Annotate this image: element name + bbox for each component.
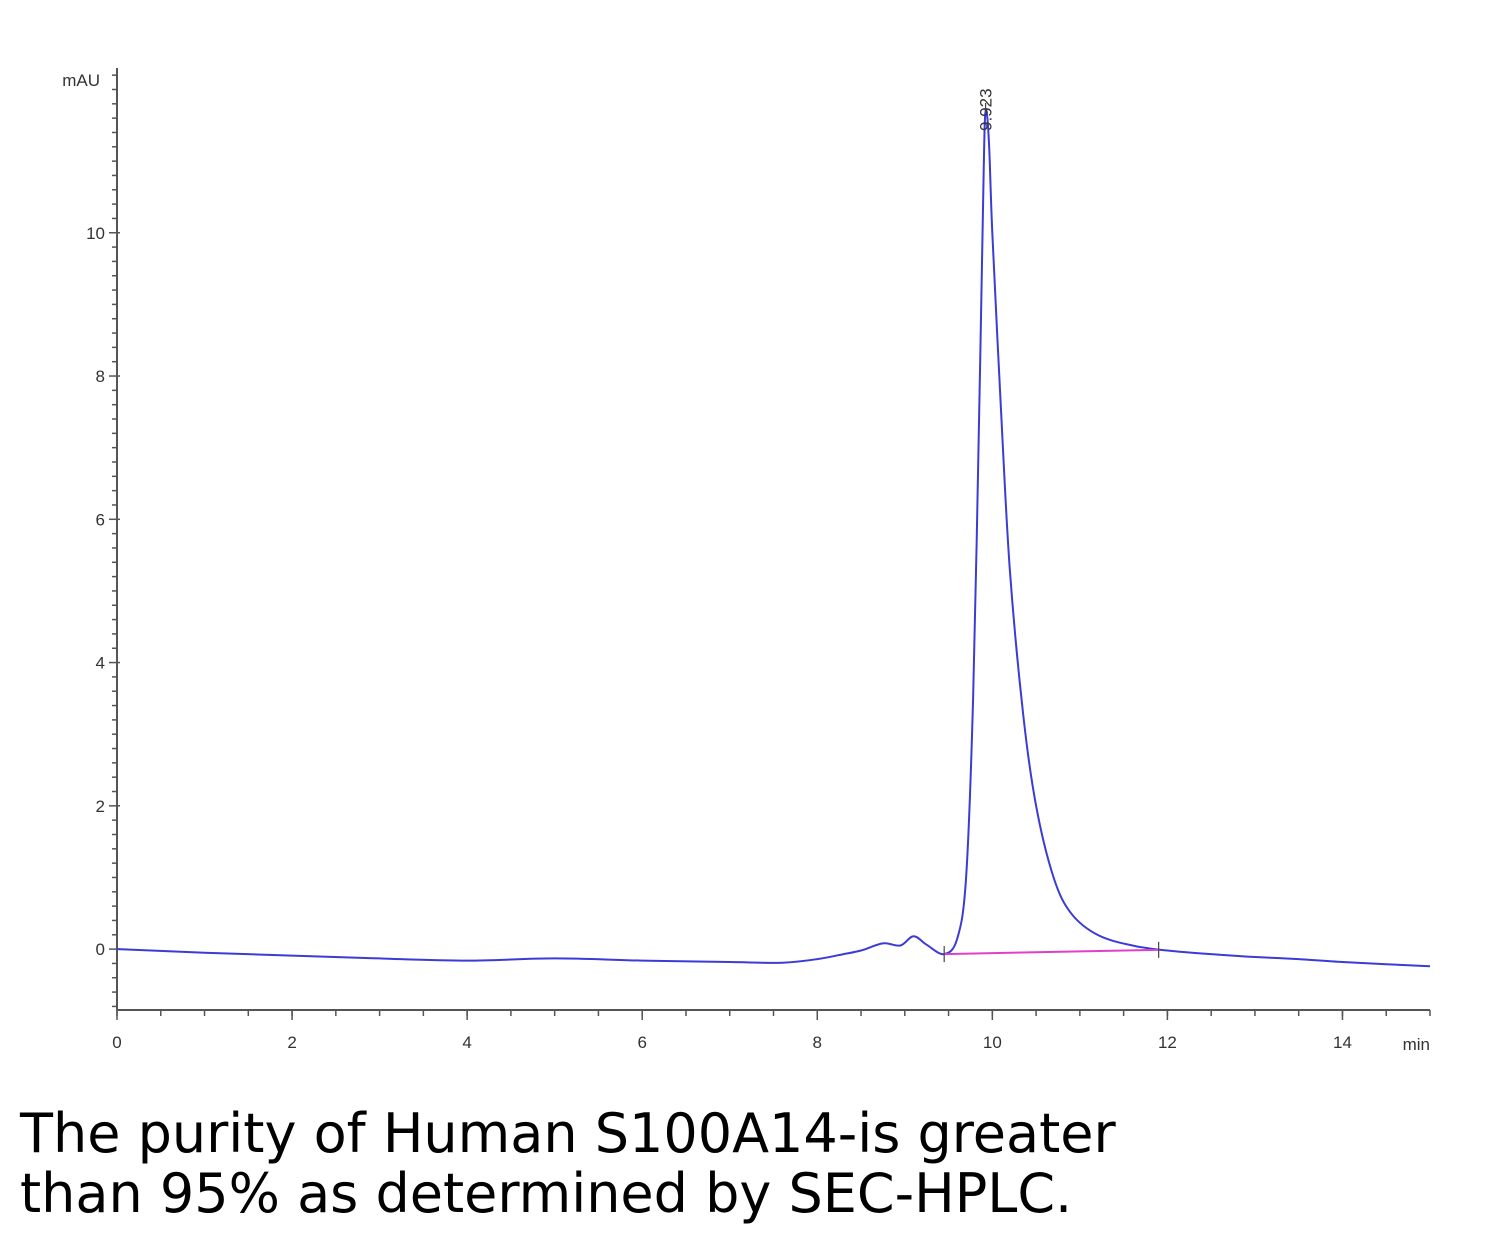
x-tick-label: 10 (983, 1033, 1002, 1052)
caption-line-2: than 95% as determined by SEC-HPLC. (20, 1162, 1073, 1225)
y-tick-label: 4 (96, 654, 105, 673)
chromatogram-chart: 0 2 4 6 8 10 0 2 4 6 8 10 12 14 mAU min 9.923 (62, 68, 1431, 1054)
y-tick-label: 2 (96, 797, 105, 816)
x-tick-label: 0 (112, 1033, 121, 1052)
x-axis-title: min (1403, 1035, 1430, 1054)
integration-baseline (944, 948, 1159, 956)
chart-labels: 0 2 4 6 8 10 0 2 4 6 8 10 12 14 mAU min 9.923 (62, 71, 1430, 1054)
chart-marks (116, 102, 1431, 968)
y-tick-label: 6 (96, 510, 105, 529)
y-tick-label: 8 (96, 367, 105, 386)
x-tick-label: 6 (637, 1033, 646, 1052)
y-axis-title: mAU (62, 71, 100, 90)
figure-caption: The purity of Human S100A14-is greater t… (20, 1104, 1480, 1224)
y-tick-label: 10 (86, 224, 105, 243)
x-tick-label: 12 (1158, 1033, 1177, 1052)
chromatogram-trace (116, 108, 1431, 968)
peak-retention-label: 9.923 (977, 88, 996, 131)
x-tick-label: 8 (813, 1033, 822, 1052)
y-tick-label: 0 (96, 940, 105, 959)
chart-axes (109, 68, 1431, 1020)
x-tick-label: 14 (1333, 1033, 1352, 1052)
x-tick-label: 4 (462, 1033, 471, 1052)
x-tick-label: 2 (287, 1033, 296, 1052)
caption-line-1: The purity of Human S100A14-is greater (20, 1102, 1116, 1165)
